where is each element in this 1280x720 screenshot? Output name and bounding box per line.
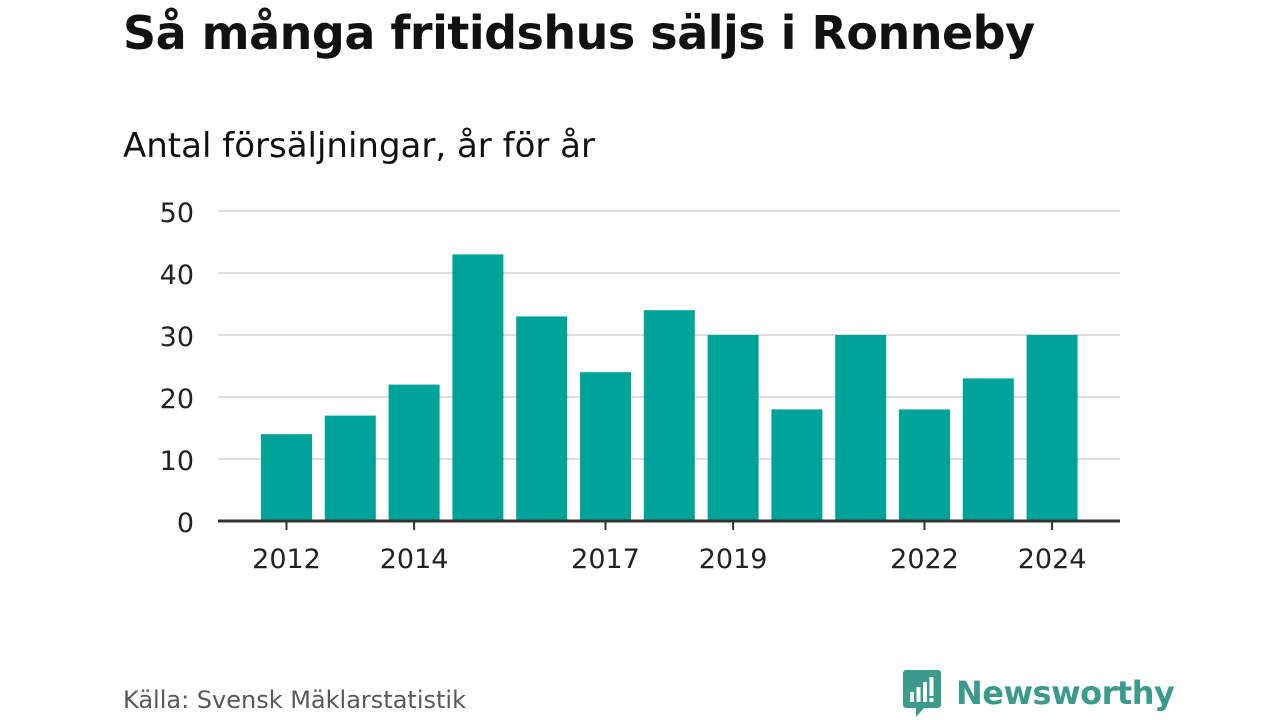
source-note: Källa: Svensk Mäklarstatistik — [123, 686, 466, 714]
chart-title: Så många fritidshus säljs i Ronneby — [123, 6, 1035, 60]
bar — [516, 316, 568, 521]
x-axis — [218, 519, 1120, 530]
brand-logo: Newsworthy — [902, 668, 1175, 718]
bar — [324, 415, 376, 521]
x-tick-label: 2014 — [380, 544, 449, 575]
bar — [261, 434, 312, 521]
y-tick-labels: 0 10 20 30 40 50 — [160, 198, 194, 539]
bars — [261, 254, 1078, 521]
brand-name: Newsworthy — [956, 674, 1175, 712]
x-tick-label: 2012 — [252, 544, 321, 575]
bar — [771, 409, 823, 521]
x-tick-label: 2024 — [1018, 544, 1087, 575]
y-tick-label: 30 — [160, 322, 194, 353]
bar — [452, 254, 504, 521]
bar-chart: 0 10 20 30 40 50 2012 2014 2017 2019 2022 2024 — [160, 198, 1120, 575]
x-tick-label: 2019 — [699, 544, 768, 575]
x-tick-labels: 2012 2014 2017 2019 2022 2024 — [252, 544, 1086, 575]
bar — [643, 310, 695, 521]
y-tick-label: 0 — [177, 508, 194, 539]
bar — [962, 378, 1014, 521]
y-tick-label: 50 — [160, 198, 194, 229]
chart-subtitle: Antal försäljningar, år för år — [123, 126, 595, 166]
x-tick-label: 2017 — [571, 544, 640, 575]
y-tick-label: 20 — [160, 384, 194, 415]
bar — [707, 335, 759, 521]
y-tick-label: 40 — [160, 260, 194, 291]
bar — [899, 409, 950, 521]
bar — [1026, 335, 1078, 521]
bar — [388, 384, 440, 521]
newsworthy-logo-icon — [903, 670, 941, 717]
bar — [835, 335, 887, 521]
y-tick-label: 10 — [160, 446, 194, 477]
x-tick-label: 2022 — [890, 544, 959, 575]
bar — [580, 372, 631, 521]
